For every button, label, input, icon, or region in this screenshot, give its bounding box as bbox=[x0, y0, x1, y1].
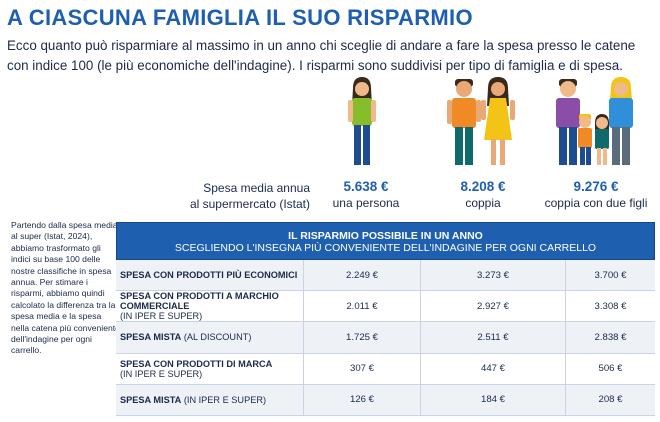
cell-couple: 184 € bbox=[420, 384, 565, 415]
table-row: SPESA CON PRODOTTI A MARCHIO COMMERCIALE… bbox=[116, 291, 655, 323]
single-person-icon bbox=[345, 76, 379, 168]
row-label-note: (IN IPER E SUPER) bbox=[120, 368, 203, 379]
page-subtitle: Ecco quanto può risparmiare al massimo i… bbox=[7, 38, 636, 73]
row-label-note: (IN IPER E SUPER) bbox=[183, 394, 267, 405]
cell-couple: 2.511 € bbox=[420, 322, 565, 353]
row-label-main: SPESA CON PRODOTTI DI MARCA bbox=[120, 358, 273, 369]
page-title: A CIASCUNA FAMIGLIA IL SUO RISPARMIO bbox=[7, 5, 473, 30]
table-row: SPESA CON PRODOTTI PIÙ ECONOMICI 2.249 €… bbox=[116, 260, 655, 292]
methodology-note: Partendo dalla spesa media al super (Ist… bbox=[11, 220, 120, 356]
cell-single: 126 € bbox=[303, 384, 420, 415]
table-row: SPESA CON PRODOTTI DI MARCA (IN IPER E S… bbox=[116, 353, 655, 385]
savings-table-subheading: SCEGLIENDO L'INSEGNA PIÙ CONVENIENTE DEL… bbox=[174, 242, 597, 254]
cell-family: 208 € bbox=[565, 384, 655, 415]
cell-single: 2.011 € bbox=[303, 291, 420, 322]
average-family-caption: coppia con due figli bbox=[544, 196, 648, 210]
average-couple-value: 8.208 € bbox=[460, 179, 506, 194]
average-single-value: 5.638 € bbox=[343, 179, 389, 194]
cell-single: 307 € bbox=[303, 353, 420, 384]
average-couple-caption: coppia bbox=[465, 196, 501, 210]
row-label-main: SPESA CON PRODOTTI PIÙ ECONOMICI bbox=[120, 270, 298, 281]
row-label: SPESA CON PRODOTTI DI MARCA (IN IPER E S… bbox=[120, 354, 310, 384]
couple-icon bbox=[446, 76, 520, 168]
row-label: SPESA CON PRODOTTI PIÙ ECONOMICI bbox=[120, 260, 310, 290]
cell-couple: 447 € bbox=[420, 353, 565, 384]
cell-couple: 3.273 € bbox=[420, 260, 565, 291]
savings-table-header: IL RISPARMIO POSSIBILE IN UN ANNO SCEGLI… bbox=[116, 222, 655, 260]
average-single-caption: una persona bbox=[332, 196, 400, 210]
cell-single: 2.249 € bbox=[303, 260, 420, 291]
cell-family: 506 € bbox=[565, 353, 655, 384]
cell-family: 3.700 € bbox=[565, 260, 655, 291]
cell-couple: 2.927 € bbox=[420, 291, 565, 322]
average-spend-label-line1: Spesa media annua bbox=[203, 181, 310, 195]
row-label-main: SPESA MISTA bbox=[120, 332, 182, 343]
row-label-note: (AL DISCOUNT) bbox=[183, 332, 252, 343]
cell-family: 2.838 € bbox=[565, 322, 655, 353]
table-row: SPESA MISTA (IN IPER E SUPER) 126 € 184 … bbox=[116, 384, 655, 416]
row-label: SPESA MISTA (AL DISCOUNT) bbox=[120, 322, 310, 352]
table-row: SPESA MISTA (AL DISCOUNT) 1.725 € 2.511 … bbox=[116, 322, 655, 354]
row-label-note: (IN IPER E SUPER) bbox=[120, 311, 203, 322]
row-label-main: SPESA CON PRODOTTI A MARCHIO COMMERCIALE bbox=[120, 291, 279, 312]
average-couple: 8.208 € coppia bbox=[438, 178, 528, 211]
average-single: 5.638 € una persona bbox=[322, 178, 410, 211]
cell-single: 1.725 € bbox=[303, 322, 420, 353]
average-family: 9.276 € coppia con due figli bbox=[534, 178, 658, 211]
average-spend-label-line2: al supermercato (Istat) bbox=[189, 197, 310, 211]
average-family-value: 9.276 € bbox=[573, 179, 619, 194]
savings-table-heading: IL RISPARMIO POSSIBILE IN UN ANNO bbox=[288, 230, 483, 242]
savings-table: IL RISPARMIO POSSIBILE IN UN ANNO SCEGLI… bbox=[116, 222, 655, 416]
family-icon bbox=[553, 76, 639, 168]
row-label: SPESA MISTA (IN IPER E SUPER) bbox=[120, 385, 310, 415]
row-label: SPESA CON PRODOTTI A MARCHIO COMMERCIALE… bbox=[120, 291, 310, 321]
cell-family: 3.308 € bbox=[565, 291, 655, 322]
average-spend-label: Spesa media annua al supermercato (Istat… bbox=[170, 180, 310, 212]
row-label-main: SPESA MISTA bbox=[120, 394, 182, 405]
